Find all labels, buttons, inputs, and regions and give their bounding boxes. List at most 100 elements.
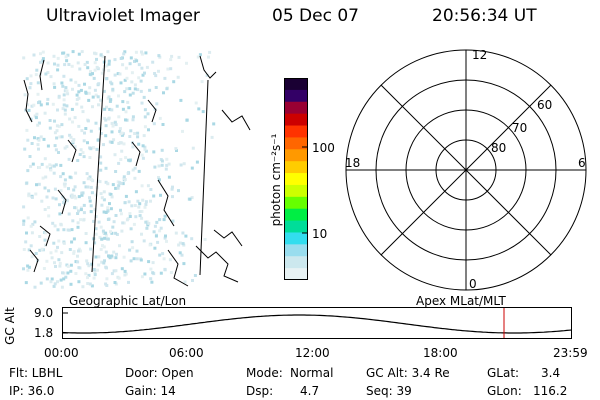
uv-speckle-dot [36, 143, 40, 147]
uv-speckle-dot [99, 168, 103, 172]
uv-speckle-dot [133, 59, 136, 63]
uv-speckle-dot [96, 179, 100, 183]
uv-speckle-dot [134, 190, 138, 194]
uv-speckle-dot [25, 231, 28, 235]
uv-speckle-dot [53, 187, 57, 191]
uv-speckle-dot [73, 145, 77, 149]
uv-speckle-dot [124, 66, 128, 70]
uv-speckle-dot [142, 95, 146, 99]
uv-speckle-dot [99, 247, 103, 251]
uv-speckle-dot [90, 284, 94, 288]
uv-speckle-dot [124, 118, 127, 122]
uv-speckle-dot [22, 248, 26, 251]
uv-speckle-dot [40, 247, 44, 251]
uv-speckle-dot [88, 196, 91, 200]
uv-speckle-dot [51, 102, 55, 106]
uv-speckle-dot [158, 55, 162, 59]
uv-speckle-dot [62, 182, 66, 186]
uv-speckle-dot [94, 227, 98, 231]
uv-speckle-dot [181, 231, 185, 235]
uv-speckle-dot [144, 51, 148, 55]
uv-speckle-dot [41, 57, 45, 61]
uv-speckle-dot [159, 226, 163, 230]
uv-speckle-dot [92, 76, 96, 80]
colorbar-band [284, 161, 308, 174]
uv-speckle-dot [110, 272, 114, 276]
uv-speckle-dot [111, 183, 115, 187]
uv-speckle-dot [68, 248, 72, 251]
uv-speckle-dot [110, 108, 114, 112]
uv-speckle-dot [207, 55, 210, 59]
uv-speckle-dot [34, 252, 38, 255]
uv-speckle-dot [66, 264, 70, 268]
mode-label: Mode: [246, 366, 283, 380]
uv-speckle-dot [89, 147, 93, 151]
uv-speckle-dot [102, 190, 106, 194]
uv-speckle-dot [93, 241, 97, 245]
colorbar-band [284, 101, 308, 115]
uv-speckle-dot [110, 195, 114, 199]
uv-speckle-dot [79, 88, 83, 92]
uv-speckle-dot [37, 121, 41, 125]
uv-speckle-dot [44, 72, 48, 76]
uv-speckle-dot [115, 252, 118, 256]
colorbar-band [284, 220, 308, 234]
time-tick-1800: 18:00 [423, 346, 458, 360]
uv-speckle-dot [153, 246, 157, 250]
uv-speckle-dot [105, 237, 109, 241]
uv-speckle-dot [76, 212, 80, 215]
uv-speckle-dot [51, 196, 55, 200]
uv-speckle-dot [140, 66, 144, 70]
colorbar-band [284, 184, 308, 198]
uv-speckle-dot [97, 263, 101, 267]
uv-speckle-dot [108, 99, 112, 103]
uv-speckle-dot [157, 54, 161, 58]
uv-speckle-dot [76, 159, 80, 162]
uv-speckle-dot [76, 221, 80, 225]
uv-speckle-dot [113, 121, 117, 125]
mlt-label-6: 6 [578, 156, 586, 170]
uv-speckle-dot [48, 119, 52, 122]
uv-speckle-dot [61, 172, 65, 176]
uv-speckle-dot [174, 231, 178, 235]
uv-speckle-dot [123, 201, 127, 205]
uv-speckle-dot [92, 268, 96, 271]
uv-speckle-dot [171, 185, 174, 189]
uv-speckle-dot [69, 269, 73, 273]
uv-speckle-dot [130, 71, 134, 75]
uv-speckle-dot [125, 218, 129, 222]
uv-speckle-dot [100, 203, 104, 207]
uv-speckle-dot [63, 108, 67, 112]
uv-speckle-dot [162, 91, 165, 95]
altitude-chart [62, 307, 573, 339]
uv-speckle-dot [44, 231, 48, 235]
uv-speckle-dot [123, 50, 127, 54]
uv-speckle-dot [79, 208, 83, 212]
uv-speckle-dot [210, 135, 214, 139]
uv-speckle-dot [26, 268, 30, 272]
lat-label-60: 60 [537, 98, 553, 112]
uv-speckle-dot [61, 195, 65, 199]
uv-speckle-dot [47, 189, 51, 193]
uv-speckle-dot [135, 257, 139, 261]
uv-speckle-dot [77, 249, 80, 253]
glon-label: GLon: [487, 384, 522, 398]
uv-speckle-dot [175, 149, 178, 152]
uv-speckle-dot [97, 220, 101, 224]
uv-speckle-dot [52, 54, 56, 58]
uv-speckle-dot [69, 263, 73, 267]
uv-speckle-dot [71, 139, 75, 143]
uv-speckle-dot [84, 127, 88, 130]
uv-speckle-dot [77, 195, 81, 199]
uv-speckle-dot [143, 71, 146, 75]
uv-speckle-dot [136, 199, 140, 203]
uv-speckle-dot [84, 272, 88, 276]
uv-speckle-dot [43, 186, 47, 190]
uv-speckle-dot [177, 243, 181, 247]
uv-speckle-dot [58, 261, 62, 265]
uv-speckle-dot [106, 117, 110, 121]
uv-speckle-dot [86, 276, 89, 280]
uv-speckle-dot [169, 67, 173, 71]
uv-speckle-dot [104, 124, 108, 128]
uv-speckle-dot [62, 93, 66, 97]
